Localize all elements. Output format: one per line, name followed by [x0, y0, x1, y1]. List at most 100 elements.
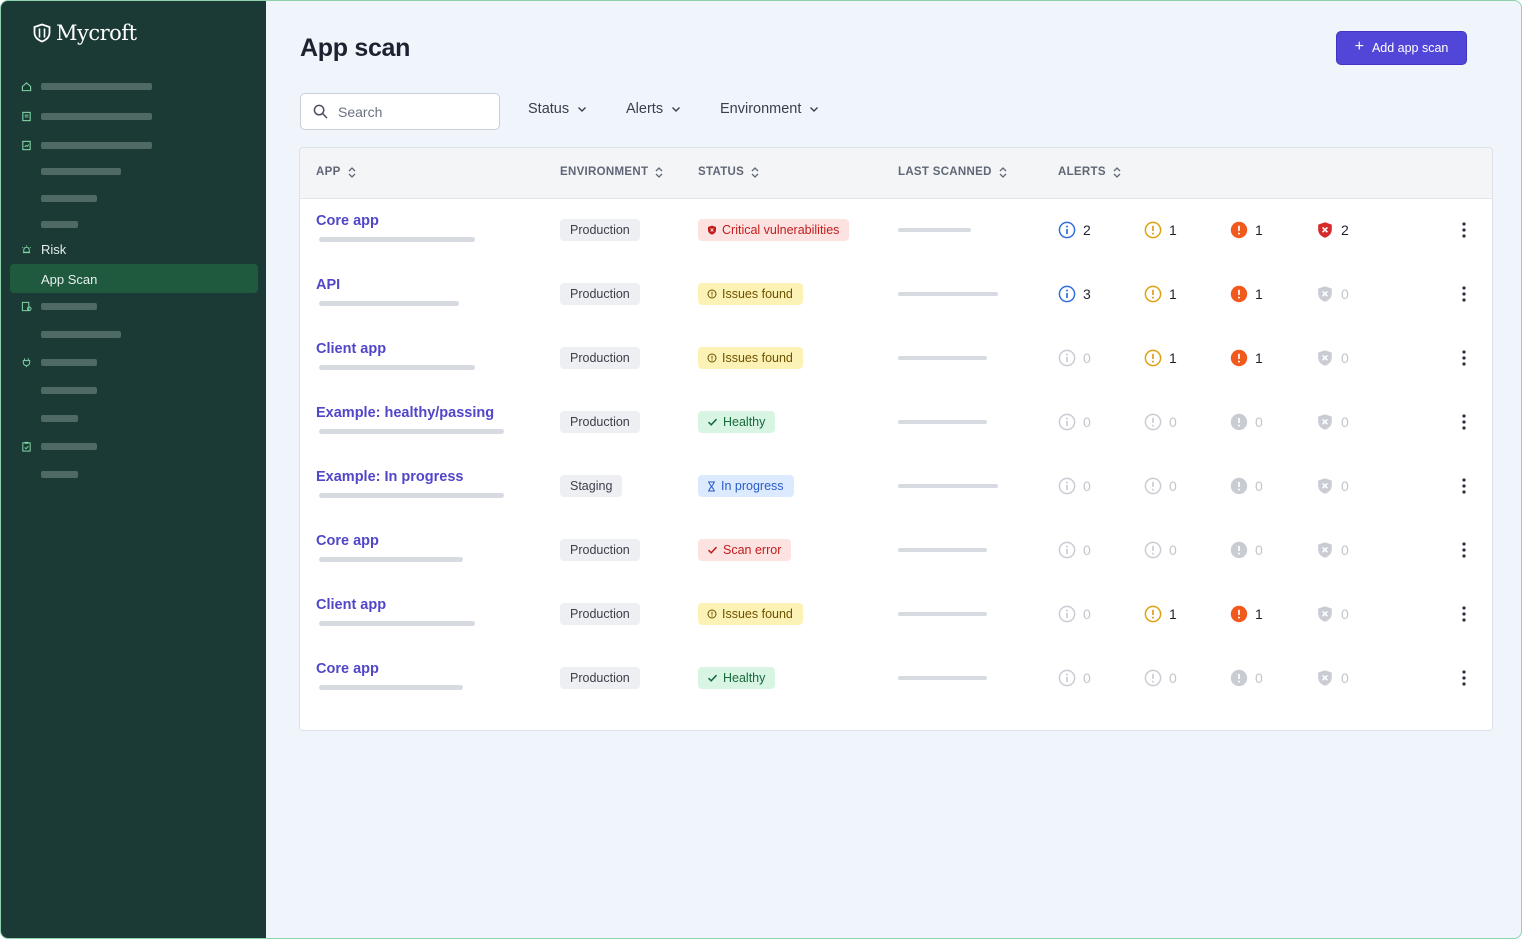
- alert-info[interactable]: 0: [1058, 541, 1091, 559]
- status-label: Scan error: [723, 543, 782, 557]
- environment-filter[interactable]: Environment: [720, 101, 819, 117]
- sidebar-item-placeholder: [41, 302, 97, 310]
- alert-critical[interactable]: 0: [1316, 541, 1349, 559]
- alert-info[interactable]: 2: [1058, 221, 1091, 239]
- alert-error[interactable]: 0: [1230, 541, 1263, 559]
- document-icon: [22, 111, 31, 121]
- alert-warning[interactable]: 1: [1144, 605, 1177, 623]
- alert-warning[interactable]: 0: [1144, 669, 1177, 687]
- alert-error[interactable]: 1: [1230, 221, 1263, 239]
- alert-info[interactable]: 0: [1058, 413, 1091, 431]
- sidebar-item-risk[interactable]: Risk: [1, 239, 266, 259]
- more-options-icon[interactable]: [1458, 221, 1470, 239]
- alert-warning[interactable]: 0: [1144, 413, 1177, 431]
- sidebar-item-home[interactable]: [1, 76, 266, 96]
- sidebar-item-reports[interactable]: [1, 135, 266, 155]
- table-row[interactable]: Example: healthy/passing Production Health…: [300, 391, 1492, 455]
- table-row[interactable]: Client app Production Issues found 0 1 1 0: [300, 327, 1492, 391]
- sidebar-subitem[interactable]: [1, 214, 266, 234]
- column-header-status[interactable]: STATUS: [698, 166, 759, 178]
- sidebar-subitem[interactable]: [1, 161, 266, 181]
- alert-warning-icon: [1144, 413, 1162, 431]
- alert-info[interactable]: 3: [1058, 285, 1091, 303]
- search-input[interactable]: [338, 103, 478, 120]
- alert-count: 0: [1083, 542, 1091, 558]
- alert-info[interactable]: 0: [1058, 605, 1091, 623]
- alert-error[interactable]: 1: [1230, 605, 1263, 623]
- more-options-icon[interactable]: [1458, 349, 1470, 367]
- alert-warning-icon: [1144, 285, 1162, 303]
- app-name-link[interactable]: Client app: [316, 597, 387, 613]
- alert-critical[interactable]: 0: [1316, 413, 1349, 431]
- alert-info[interactable]: 0: [1058, 349, 1091, 367]
- alert-error[interactable]: 0: [1230, 669, 1263, 687]
- status-filter[interactable]: Status: [528, 101, 587, 117]
- alert-error[interactable]: 1: [1230, 349, 1263, 367]
- alert-warning[interactable]: 1: [1144, 349, 1177, 367]
- alert-critical[interactable]: 0: [1316, 349, 1349, 367]
- sidebar-subitem[interactable]: [1, 464, 266, 484]
- sidebar-item-integrations[interactable]: [1, 352, 266, 372]
- chevron-down-icon: [810, 107, 819, 112]
- more-options-icon[interactable]: [1458, 285, 1470, 303]
- sidebar-item-app-scan-label[interactable]: App Scan: [1, 269, 266, 289]
- table-row[interactable]: Core app Production Scan error 0 0 0 0: [300, 519, 1492, 583]
- alert-warning[interactable]: 1: [1144, 221, 1177, 239]
- more-options-icon[interactable]: [1458, 541, 1470, 559]
- status-label: Issues found: [722, 351, 793, 365]
- alert-error[interactable]: 0: [1230, 413, 1263, 431]
- app-name-link[interactable]: Core app: [316, 661, 379, 677]
- alert-critical[interactable]: 0: [1316, 669, 1349, 687]
- app-name-link[interactable]: Core app: [316, 533, 379, 549]
- sidebar-item-billing[interactable]: [1, 296, 266, 316]
- sidebar-subitem[interactable]: [1, 408, 266, 428]
- more-options-icon[interactable]: [1458, 413, 1470, 431]
- alert-count: 0: [1255, 414, 1263, 430]
- sidebar-subitem[interactable]: [1, 188, 266, 208]
- alert-critical[interactable]: 0: [1316, 477, 1349, 495]
- brand-logo[interactable]: Mycroft: [32, 21, 137, 45]
- more-options-icon[interactable]: [1458, 605, 1470, 623]
- alerts-filter[interactable]: Alerts: [626, 101, 681, 117]
- app-name-link[interactable]: Core app: [316, 213, 379, 229]
- alert-error[interactable]: 1: [1230, 285, 1263, 303]
- search-box[interactable]: [300, 93, 500, 130]
- alert-warning[interactable]: 1: [1144, 285, 1177, 303]
- column-header-environment[interactable]: ENVIRONMENT: [560, 166, 663, 178]
- app-description-placeholder: [319, 493, 504, 498]
- table-row[interactable]: Client app Production Issues found 0 1 1 0: [300, 583, 1492, 647]
- more-options-icon[interactable]: [1458, 669, 1470, 687]
- table-row[interactable]: API Production Issues found 3 1 1 0: [300, 263, 1492, 327]
- add-app-scan-button[interactable]: + Add app scan: [1336, 31, 1467, 65]
- alert-info[interactable]: 0: [1058, 477, 1091, 495]
- alert-count: 0: [1083, 350, 1091, 366]
- alert-critical[interactable]: 0: [1316, 285, 1349, 303]
- app-name-link[interactable]: Example: healthy/passing: [316, 405, 495, 421]
- alert-error[interactable]: 0: [1230, 477, 1263, 495]
- table-row[interactable]: Example: In progress Staging In progress 0 0…: [300, 455, 1492, 519]
- alert-warning[interactable]: 0: [1144, 477, 1177, 495]
- column-header-alerts[interactable]: ALERTS: [1058, 166, 1121, 178]
- sidebar-item-tasks[interactable]: [1, 436, 266, 456]
- alert-warning[interactable]: 0: [1144, 541, 1177, 559]
- sidebar-subitem[interactable]: [1, 324, 266, 344]
- app-name-link[interactable]: Client app: [316, 341, 387, 357]
- column-header-app[interactable]: APP: [316, 166, 356, 178]
- status-badge: Critical vulnerabilities: [698, 219, 850, 241]
- alert-info[interactable]: 0: [1058, 669, 1091, 687]
- sidebar-subitem[interactable]: [1, 380, 266, 400]
- sidebar-item-app-scan[interactable]: [10, 264, 258, 293]
- column-header-last-scanned[interactable]: LAST SCANNED: [898, 166, 1007, 178]
- table-row[interactable]: Core app Production Healthy 0 0 0 0: [300, 647, 1492, 711]
- app-description-placeholder: [319, 301, 459, 306]
- clipboard-icon: [22, 441, 31, 452]
- app-name-link[interactable]: Example: In progress: [316, 469, 464, 485]
- more-options-icon[interactable]: [1458, 477, 1470, 495]
- sidebar-item-docs[interactable]: [1, 106, 266, 126]
- alert-critical[interactable]: 2: [1316, 221, 1349, 239]
- status-badge: In progress: [698, 475, 794, 497]
- table-row[interactable]: Core app Production Critical vulnerabiliti…: [300, 199, 1492, 263]
- app-name-link[interactable]: API: [316, 277, 341, 293]
- alert-critical[interactable]: 0: [1316, 605, 1349, 623]
- alert-critical-icon: [1316, 669, 1334, 687]
